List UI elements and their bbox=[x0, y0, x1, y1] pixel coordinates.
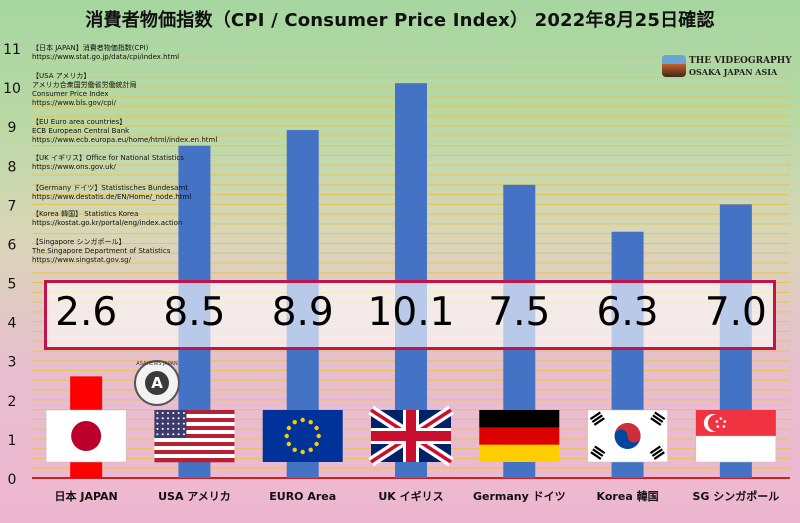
stamp-text: ASAHEWS JAPAN bbox=[136, 361, 178, 367]
japan-flag bbox=[45, 409, 127, 463]
y-axis: 0 1 2 3 4 5 6 7 8 9 10 11 bbox=[3, 42, 21, 488]
y-tick-label: 9 bbox=[8, 120, 17, 136]
data-value-label: 8.9 bbox=[271, 290, 334, 335]
x-tick-label: USA アメリカ bbox=[158, 490, 231, 503]
x-tick-label: 日本 JAPAN bbox=[55, 489, 118, 503]
source-note: 【Germany ドイツ】Statistisches Bundesamt http… bbox=[32, 184, 191, 202]
source-note: 【Korea 韓国】 Statistics Korea https://kosta… bbox=[32, 210, 182, 228]
source-note: 【Singapore シンガポール】 The Singapore Departme… bbox=[32, 238, 170, 265]
y-tick-label: 8 bbox=[8, 159, 17, 175]
source-line: Consumer Price Index bbox=[32, 90, 109, 98]
chart-title: 消費者物価指数（CPI / Consumer Price Index） 2022… bbox=[85, 10, 715, 31]
x-tick-label: EURO Area bbox=[269, 490, 336, 503]
data-value-label: 10.1 bbox=[367, 290, 455, 335]
source-note: 【日本 JAPAN】消費者物価指数(CPI) https://www.stat.g… bbox=[32, 44, 179, 62]
source-line: https://www.stat.go.jp/data/cpi/index.ht… bbox=[32, 53, 180, 61]
y-tick-label: 11 bbox=[3, 42, 21, 58]
y-tick-label: 7 bbox=[8, 198, 17, 214]
source-line: 【Singapore シンガポール】 bbox=[32, 238, 126, 246]
korea-flag bbox=[587, 409, 668, 463]
data-value-label: 2.6 bbox=[55, 290, 118, 335]
y-tick-label: 6 bbox=[8, 237, 17, 253]
x-tick-label: UK イギリス bbox=[378, 489, 443, 503]
videography-logo: THE VIDEOGRAPHY OSAKA JAPAN ASIA bbox=[662, 55, 792, 81]
y-tick-label: 3 bbox=[8, 355, 17, 371]
y-tick-label: 2 bbox=[8, 394, 17, 410]
source-line: ECB European Central Bank bbox=[32, 127, 130, 135]
x-tick-label: Korea 韓国 bbox=[597, 489, 659, 503]
x-axis-labels: 日本 JAPAN USA アメリカ EURO Area UK イギリス Germany … bbox=[55, 489, 780, 503]
data-value-label: 8.5 bbox=[163, 290, 226, 335]
source-line: 【EU Euro area countries】 bbox=[32, 118, 127, 126]
source-line: https://www.singstat.gov.sg/ bbox=[32, 256, 131, 264]
data-value-label: 6.3 bbox=[596, 290, 659, 335]
source-line: アメリカ合衆国労働省労働統計局 bbox=[32, 81, 137, 89]
source-line: https://www.ecb.europa.eu/home/html/inde… bbox=[32, 136, 218, 144]
data-value-label: 7.5 bbox=[488, 290, 551, 335]
source-line: 【Korea 韓国】 Statistics Korea bbox=[32, 210, 139, 218]
source-note: 【USA アメリカ】 アメリカ合衆国労働省労働統計局 Consumer Price … bbox=[32, 72, 137, 108]
asahews-stamp: ASAHEWS JAPAN A bbox=[134, 360, 180, 406]
x-tick-label: Germany ドイツ bbox=[473, 490, 566, 503]
source-line: The Singapore Department of Statistics bbox=[32, 247, 171, 255]
singapore-flag bbox=[695, 410, 777, 463]
source-line: https://www.ons.gov.uk/ bbox=[32, 163, 116, 171]
y-tick-label: 5 bbox=[8, 277, 17, 293]
source-line: 【日本 JAPAN】消費者物価指数(CPI) bbox=[32, 44, 149, 52]
y-tick-label: 10 bbox=[3, 81, 21, 97]
y-tick-label: 1 bbox=[8, 433, 17, 449]
source-note: 【EU Euro area countries】 ECB European Cen… bbox=[32, 118, 217, 145]
data-value-label: 7.0 bbox=[704, 290, 767, 335]
source-line: 【UK イギリス】Office for National Statistics bbox=[32, 154, 184, 162]
source-line: https://kostat.go.kr/portal/eng/index.ac… bbox=[32, 219, 183, 227]
germany-flag bbox=[479, 410, 560, 462]
stamp-letter: A bbox=[145, 371, 169, 395]
uk-flag bbox=[368, 405, 454, 467]
flags bbox=[45, 405, 777, 467]
source-line: https://www.bls.gov/cpi/ bbox=[32, 99, 116, 107]
usa-flag bbox=[154, 410, 235, 463]
logo-line-1: THE VIDEOGRAPHY bbox=[689, 56, 792, 66]
source-line: https://www.destatis.de/EN/Home/_node.ht… bbox=[32, 193, 192, 201]
x-tick-label: SG シンガポール bbox=[692, 489, 779, 503]
logo-line-2: OSAKA JAPAN ASIA bbox=[689, 67, 778, 77]
eu-flag bbox=[262, 410, 343, 462]
source-note: 【UK イギリス】Office for National Statistics h… bbox=[32, 154, 184, 172]
mountain-logo-icon bbox=[662, 55, 686, 77]
y-tick-label: 4 bbox=[8, 316, 17, 332]
source-line: 【USA アメリカ】 bbox=[32, 72, 91, 80]
value-highlight-box bbox=[44, 280, 776, 350]
source-line: 【Germany ドイツ】Statistisches Bundesamt bbox=[32, 184, 188, 192]
y-tick-label: 0 bbox=[8, 472, 17, 488]
